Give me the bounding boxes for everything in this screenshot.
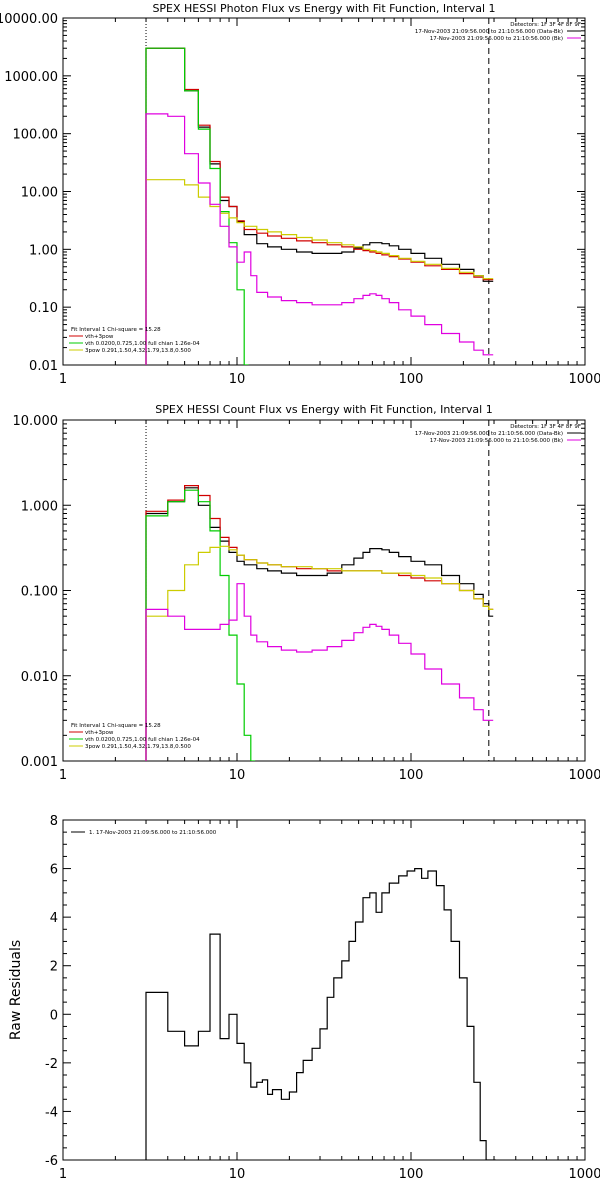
y-tick-label: -2 <box>45 1057 58 1072</box>
legend-bottom-left-text: vth+3pow <box>85 334 114 340</box>
series-group <box>146 486 493 761</box>
y-tick-label: 10000.00 <box>0 12 58 27</box>
series-line-1 <box>146 869 496 1160</box>
chart-title: SPEX HESSI Count Flux vs Energy with Fit… <box>155 403 492 416</box>
x-tick-label: 100 <box>399 372 424 387</box>
legend-top-right-text: 17-Nov-2003 21:09:56.000 to 21:10:56.000… <box>415 431 563 437</box>
y-tick-label: 8 <box>50 814 58 829</box>
series-line-3 <box>146 490 255 761</box>
x-tick-label: 10 <box>229 372 246 387</box>
plot-frame <box>63 420 585 761</box>
series-line-4 <box>146 180 493 365</box>
chart-panel-2: SPEX HESSI Count Flux vs Energy with Fit… <box>13 403 600 783</box>
series-line-4 <box>146 546 493 761</box>
y-tick-label: 100.00 <box>13 128 59 143</box>
x-tick-label: 100 <box>399 1167 424 1182</box>
y-tick-label: 0.001 <box>21 755 58 770</box>
chart-title: SPEX HESSI Photon Flux vs Energy with Fi… <box>152 2 495 15</box>
y-tick-label: 6 <box>50 863 58 878</box>
legend-bottom-left-text: 3pow 0.291,1.50,4.32,1.79,13.8,0.500 <box>85 348 191 354</box>
legend-top-right-text: 17-Nov-2003 21:09:56.000 to 21:10:56.000… <box>430 36 563 42</box>
y-tick-label: 0.10 <box>29 301 58 316</box>
y-tick-label: 4 <box>50 911 58 926</box>
y-tick-label: 1.000 <box>21 499 58 514</box>
legend-bottom-left-text: Fit Interval 1 Chi-square = 15.28 <box>71 327 161 333</box>
series-group <box>146 48 493 365</box>
y-tick-label: 0.100 <box>21 585 58 600</box>
legend-bottom-left-text: vth 0.0200,0.725,1.00 full chian 1.26e-0… <box>85 737 200 743</box>
series-line-1 <box>146 488 493 761</box>
y-tick-label: 0 <box>50 1008 58 1023</box>
y-tick-label: 10.00 <box>21 186 58 201</box>
legend-top-right-text: 17-Nov-2003 21:09:56.000 to 21:10:56.000… <box>430 438 563 444</box>
x-tick-label: 1000 <box>568 372 600 387</box>
legend-bottom-left-text: Fit Interval 1 Chi-square = 15.28 <box>71 723 161 729</box>
x-tick-label: 1 <box>59 768 67 783</box>
legend-top-right-text: Detectors: 1F 3F 4F 8F 9F <box>510 22 581 28</box>
y-axis-label: Raw Residuals <box>8 940 24 1040</box>
y-tick-label: -4 <box>45 1105 58 1120</box>
legend-top-right-text: 17-Nov-2003 21:09:56.000 to 21:10:56.000… <box>415 29 563 35</box>
legend-top-right-text: Detectors: 1F 3F 4F 8F 9F <box>510 424 581 430</box>
y-tick-label: 0.010 <box>21 670 58 685</box>
y-tick-label: 10.000 <box>13 414 59 429</box>
chart-panel-1: SPEX HESSI Photon Flux vs Energy with Fi… <box>0 2 600 387</box>
chart-panel-3: 1 10 100 1000 -6 -4 -2 0 2 4 6 8 Raw Residuals 1. 17-… <box>8 814 600 1182</box>
legend-top-left-text: 1. 17-Nov-2003 21:09:56.000 to 21:10:56.… <box>89 830 217 836</box>
x-tick-label: 100 <box>399 768 424 783</box>
x-tick-label: 1 <box>59 372 67 387</box>
y-tick-label: 1.00 <box>29 243 58 258</box>
plot-frame <box>63 820 585 1160</box>
x-tick-label: 10 <box>229 768 246 783</box>
y-tick-label: 2 <box>50 960 58 975</box>
series-group <box>146 869 496 1160</box>
legend-bottom-left-text: vth 0.0200,0.725,1.00 full chian 1.26e-0… <box>85 341 200 347</box>
x-tick-label: 10 <box>229 1167 246 1182</box>
legend-bottom-left-text: vth+3pow <box>85 730 114 736</box>
x-tick-label: 1 <box>59 1167 67 1182</box>
y-tick-label: 1000.00 <box>4 70 58 85</box>
y-tick-label: -6 <box>45 1154 58 1169</box>
x-tick-label: 1000 <box>568 768 600 783</box>
series-line-2 <box>146 486 493 761</box>
plot-frame <box>63 18 585 365</box>
x-tick-label: 1000 <box>568 1167 600 1182</box>
y-tick-label: 0.01 <box>29 359 58 374</box>
legend-bottom-left-text: 3pow 0.291,1.50,4.32,1.79,13.8,0.500 <box>85 744 191 750</box>
series-line-5 <box>146 584 493 761</box>
